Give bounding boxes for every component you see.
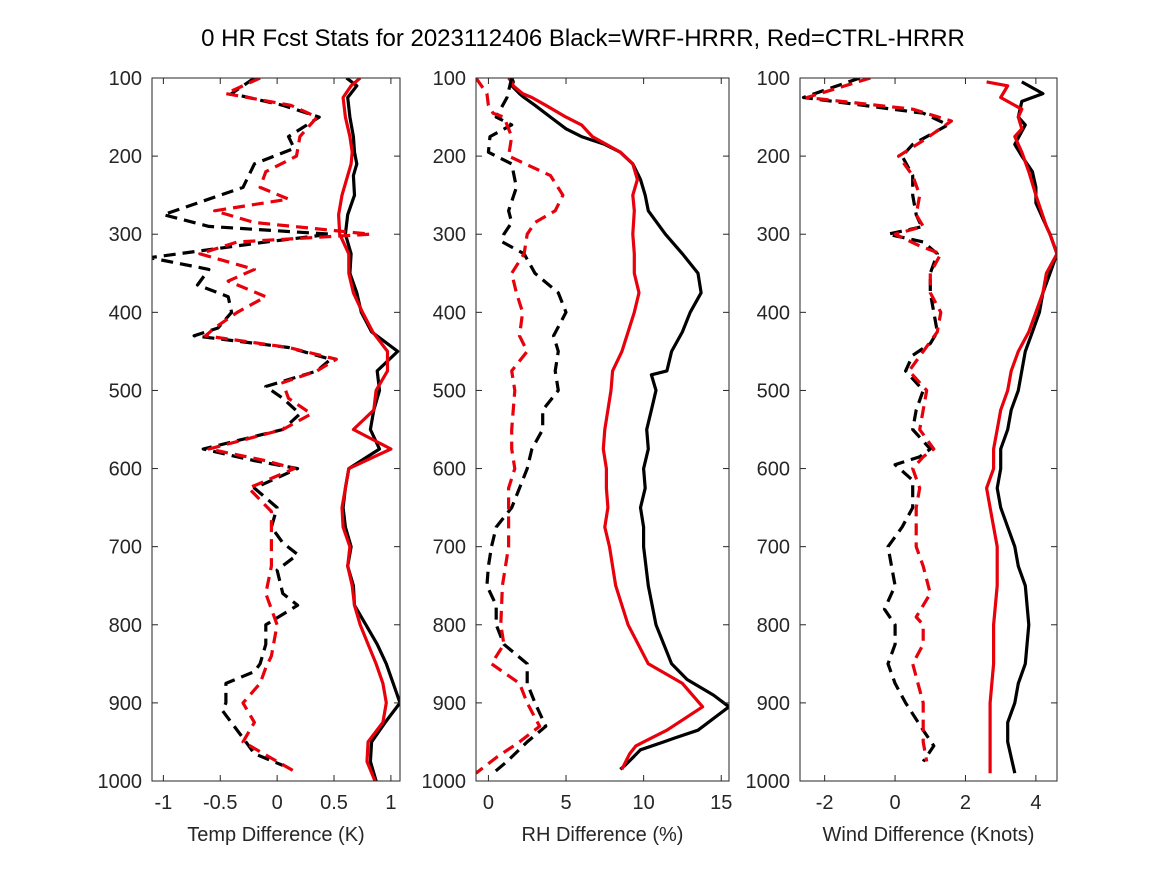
wind-ytick-label: 500 xyxy=(757,380,790,402)
rh-xtick-label: 10 xyxy=(633,792,655,814)
rh-ytick-label: 200 xyxy=(433,146,466,168)
wind-ytick-label: 1000 xyxy=(746,771,791,793)
temp-xtick-label: 0 xyxy=(272,792,283,814)
temp-line-red-dashed xyxy=(198,78,372,775)
rh-line-red-solid xyxy=(507,78,705,771)
wind-ytick-label: 600 xyxy=(757,459,790,481)
temp-line-black-solid xyxy=(341,78,400,781)
rh-axes-box xyxy=(475,77,730,782)
rh-ytick-label: 600 xyxy=(433,459,466,481)
rh-xtick-label: 5 xyxy=(560,792,571,814)
temp-xtick-label: -0.5 xyxy=(203,792,237,814)
temp-ytick-label: 300 xyxy=(109,224,142,246)
wind-xtick-label: -2 xyxy=(816,792,834,814)
temp-line-red-solid xyxy=(337,78,393,781)
wind-ytick-label: 800 xyxy=(757,615,790,637)
temp-ytick-label: 400 xyxy=(109,302,142,324)
rh-ytick-label: 400 xyxy=(433,302,466,324)
temp-ytick-label: 700 xyxy=(109,537,142,559)
wind-ytick-label: 200 xyxy=(757,146,790,168)
wind-xtick-label: 2 xyxy=(960,792,971,814)
wind-ytick-label: 400 xyxy=(757,302,790,324)
temp-xtick-label: -1 xyxy=(154,792,172,814)
temp-xlabel: Temp Difference (K) xyxy=(187,824,364,846)
temp-line-black-dashed xyxy=(152,78,333,767)
rh-ytick-label: 100 xyxy=(433,68,466,90)
rh-ytick-label: 700 xyxy=(433,537,466,559)
rh-xtick-label: 15 xyxy=(710,792,732,814)
rh-ytick-label: 900 xyxy=(433,693,466,715)
temp-ytick-label: 200 xyxy=(109,146,142,168)
rh-line-red-dashed xyxy=(476,78,565,775)
rh-line-black-solid xyxy=(510,78,729,771)
rh-ytick-label: 500 xyxy=(433,380,466,402)
rh-ytick-label: 1000 xyxy=(422,771,467,793)
temp-ytick-label: 1000 xyxy=(98,771,143,793)
wind-line-red-solid xyxy=(985,80,1057,774)
wind-line-black-dashed xyxy=(801,78,950,763)
wind-line-black-solid xyxy=(995,80,1057,774)
wind-axes-box xyxy=(799,77,1058,782)
temp-ytick-label: 800 xyxy=(109,615,142,637)
temp-xtick-label: 1 xyxy=(385,792,396,814)
temp-ytick-label: 100 xyxy=(109,68,142,90)
wind-series-group xyxy=(801,78,1057,774)
rh-line-black-dashed xyxy=(485,78,568,775)
wind-ytick-label: 300 xyxy=(757,224,790,246)
wind-xtick-label: 0 xyxy=(889,792,900,814)
temp-panel: 100 200 300 400 500 600 700 800 900 1000 -1 -0.5 0 0.… xyxy=(98,68,401,846)
wind-ytick-label: 100 xyxy=(757,68,790,90)
rh-panel: 100 200 300 400 500 600 700 800 900 1000 0 5 10 15 RH … xyxy=(422,68,733,846)
wind-ytick-label: 700 xyxy=(757,537,790,559)
wind-panel: 100 200 300 400 500 600 700 800 900 1000 -2 0 2 4 Wind… xyxy=(746,68,1058,846)
rh-ytick-label: 300 xyxy=(433,224,466,246)
wind-xlabel: Wind Difference (Knots) xyxy=(823,824,1035,846)
rh-xtick-label: 0 xyxy=(483,792,494,814)
wind-ytick-label: 900 xyxy=(757,693,790,715)
rh-series-group xyxy=(476,78,729,775)
chart-title: 0 HR Fcst Stats for 2023112406 Black=WRF… xyxy=(201,25,965,52)
temp-ytick-label: 600 xyxy=(109,459,142,481)
wind-xtick-label: 4 xyxy=(1030,792,1041,814)
temp-series-group xyxy=(152,78,400,781)
wind-line-red-dashed xyxy=(805,78,953,762)
temp-axes-box xyxy=(151,77,401,782)
rh-xlabel: RH Difference (%) xyxy=(522,824,684,846)
temp-ytick-label: 900 xyxy=(109,693,142,715)
rh-ytick-label: 800 xyxy=(433,615,466,637)
temp-ytick-label: 500 xyxy=(109,380,142,402)
temp-xtick-label: 0.5 xyxy=(320,792,348,814)
